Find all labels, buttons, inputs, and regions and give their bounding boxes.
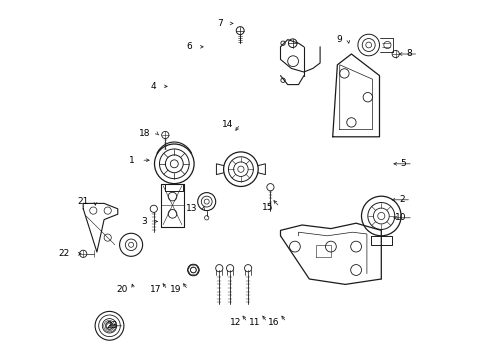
Text: 15: 15 — [261, 202, 273, 211]
Text: 18: 18 — [139, 129, 150, 138]
Text: 4: 4 — [150, 82, 156, 91]
Text: 8: 8 — [406, 49, 411, 58]
Text: 16: 16 — [268, 318, 279, 327]
Text: 1: 1 — [129, 156, 134, 165]
Text: 7: 7 — [217, 19, 223, 28]
Text: 21: 21 — [78, 197, 89, 206]
Text: 22: 22 — [59, 249, 70, 258]
Text: 3: 3 — [141, 217, 147, 226]
Text: 17: 17 — [149, 285, 161, 294]
Text: 13: 13 — [185, 204, 197, 213]
Text: 12: 12 — [229, 318, 241, 327]
Text: 11: 11 — [249, 318, 260, 327]
Text: 5: 5 — [400, 159, 406, 168]
Text: 20: 20 — [116, 285, 127, 294]
Text: 6: 6 — [186, 42, 192, 51]
Text: 2: 2 — [398, 195, 404, 204]
Text: 9: 9 — [335, 35, 341, 44]
Text: 14: 14 — [222, 120, 233, 129]
Text: 10: 10 — [394, 213, 406, 222]
Text: 19: 19 — [170, 285, 181, 294]
Text: 23: 23 — [106, 321, 118, 330]
